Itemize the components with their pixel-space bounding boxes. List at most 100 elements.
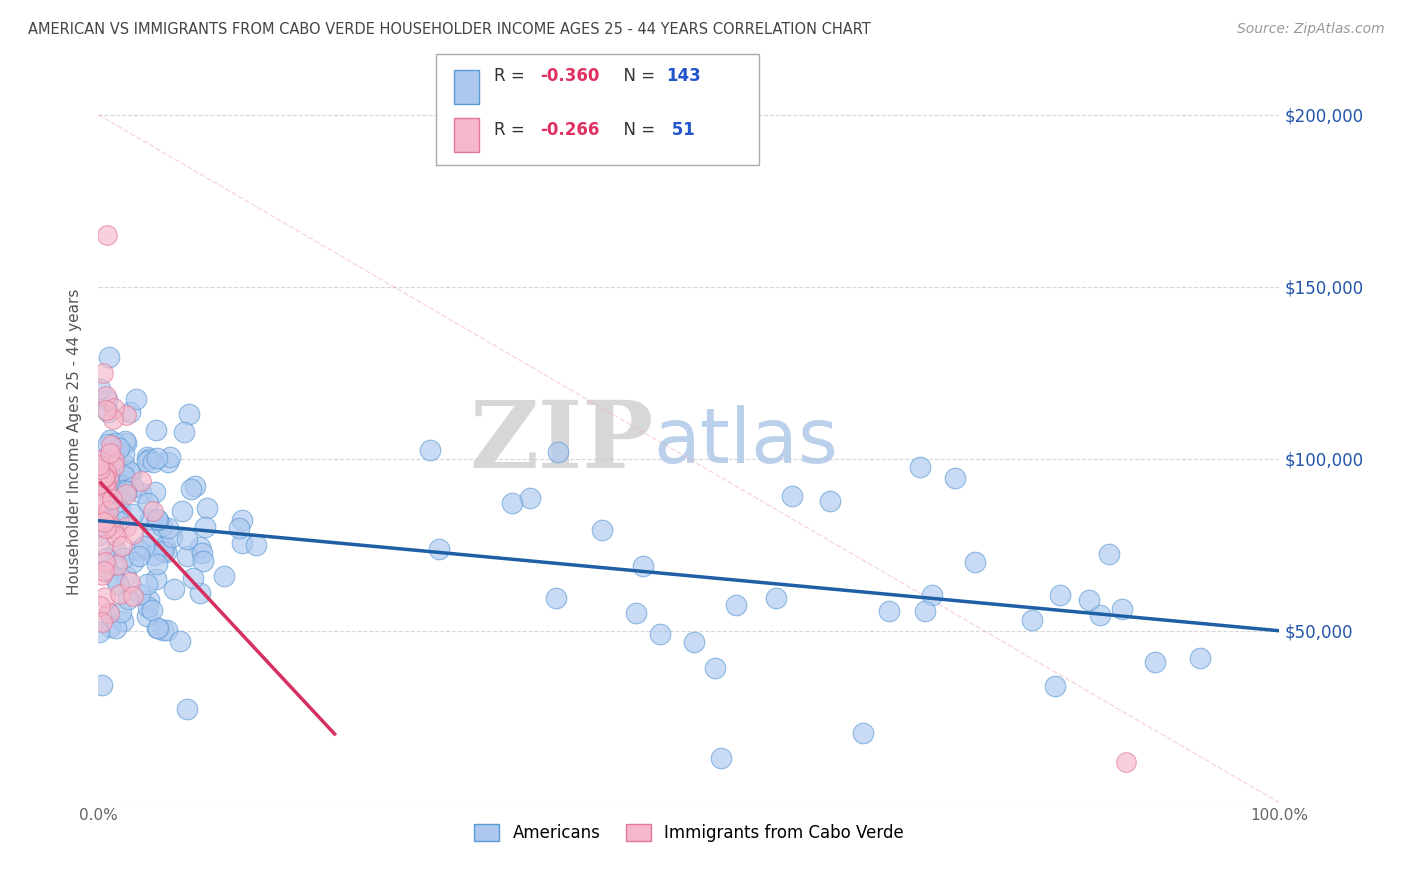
- Point: [150, 519, 173, 533]
- Point: [231, 513, 253, 527]
- Point: [107, 514, 129, 528]
- Point: [94, 555, 117, 569]
- Point: [194, 520, 217, 534]
- Text: atlas: atlas: [654, 405, 838, 478]
- Point: [87, 476, 110, 491]
- Point: [91, 366, 114, 380]
- Point: [1188, 651, 1211, 665]
- Point: [96, 403, 118, 417]
- Point: [765, 591, 787, 605]
- Point: [94, 476, 117, 491]
- Point: [183, 478, 205, 492]
- Point: [129, 587, 152, 601]
- Point: [103, 401, 125, 416]
- Point: [908, 459, 931, 474]
- Point: [96, 480, 118, 494]
- Point: [1088, 608, 1111, 623]
- Point: [136, 454, 159, 468]
- Point: [103, 570, 125, 584]
- Point: [94, 590, 117, 604]
- Point: [624, 607, 647, 621]
- Point: [128, 549, 150, 563]
- Point: [176, 532, 198, 546]
- Point: [104, 621, 127, 635]
- Point: [118, 464, 141, 478]
- Point: [143, 484, 166, 499]
- Point: [122, 480, 145, 494]
- Point: [93, 538, 115, 552]
- Point: [115, 520, 138, 534]
- Point: [90, 615, 112, 629]
- Point: [1049, 588, 1071, 602]
- Point: [135, 608, 157, 623]
- Point: [155, 545, 177, 559]
- Point: [100, 491, 122, 506]
- Point: [94, 451, 117, 466]
- Point: [89, 462, 111, 476]
- Point: [1143, 656, 1166, 670]
- Point: [108, 441, 131, 455]
- Point: [145, 572, 167, 586]
- Point: [111, 615, 134, 629]
- Point: [190, 541, 212, 555]
- Text: R =: R =: [494, 68, 530, 86]
- Point: [96, 393, 118, 408]
- Point: [153, 539, 176, 553]
- Point: [143, 549, 166, 563]
- Point: [98, 446, 121, 460]
- Point: [172, 504, 194, 518]
- Point: [93, 515, 115, 529]
- Point: [1077, 593, 1099, 607]
- Text: Source: ZipAtlas.com: Source: ZipAtlas.com: [1237, 22, 1385, 37]
- Point: [112, 457, 135, 471]
- Point: [724, 598, 747, 612]
- Point: [115, 483, 138, 498]
- Point: [93, 565, 115, 579]
- Point: [112, 447, 135, 461]
- Point: [96, 561, 118, 575]
- Point: [159, 450, 181, 465]
- Point: [179, 408, 201, 422]
- Point: [1021, 613, 1043, 627]
- Point: [591, 523, 613, 537]
- Point: [152, 544, 174, 558]
- Point: [176, 702, 198, 716]
- Point: [97, 471, 120, 485]
- Point: [1098, 547, 1121, 561]
- Point: [89, 512, 111, 526]
- Point: [121, 554, 143, 568]
- Point: [852, 726, 875, 740]
- Point: [169, 633, 191, 648]
- Text: N =: N =: [613, 68, 661, 86]
- Point: [650, 627, 672, 641]
- Point: [98, 433, 121, 447]
- Point: [142, 504, 165, 518]
- Point: [114, 484, 136, 499]
- Point: [121, 507, 143, 521]
- Point: [97, 606, 120, 620]
- Point: [105, 544, 128, 558]
- Point: [703, 661, 725, 675]
- Point: [103, 521, 125, 535]
- Point: [89, 599, 111, 614]
- Point: [103, 497, 125, 511]
- Point: [145, 423, 167, 437]
- Point: [94, 470, 117, 484]
- Point: [105, 558, 128, 572]
- Text: 51: 51: [666, 120, 695, 139]
- Point: [121, 527, 143, 541]
- Point: [163, 582, 186, 596]
- Point: [212, 569, 235, 583]
- Point: [111, 483, 134, 498]
- Point: [100, 438, 122, 452]
- Point: [120, 405, 142, 419]
- Point: [94, 551, 117, 566]
- Point: [135, 450, 157, 464]
- Point: [136, 496, 159, 510]
- Point: [100, 517, 122, 532]
- Point: [1115, 755, 1137, 769]
- Point: [103, 452, 125, 467]
- Point: [90, 678, 112, 692]
- Point: [105, 529, 128, 543]
- Point: [156, 521, 179, 535]
